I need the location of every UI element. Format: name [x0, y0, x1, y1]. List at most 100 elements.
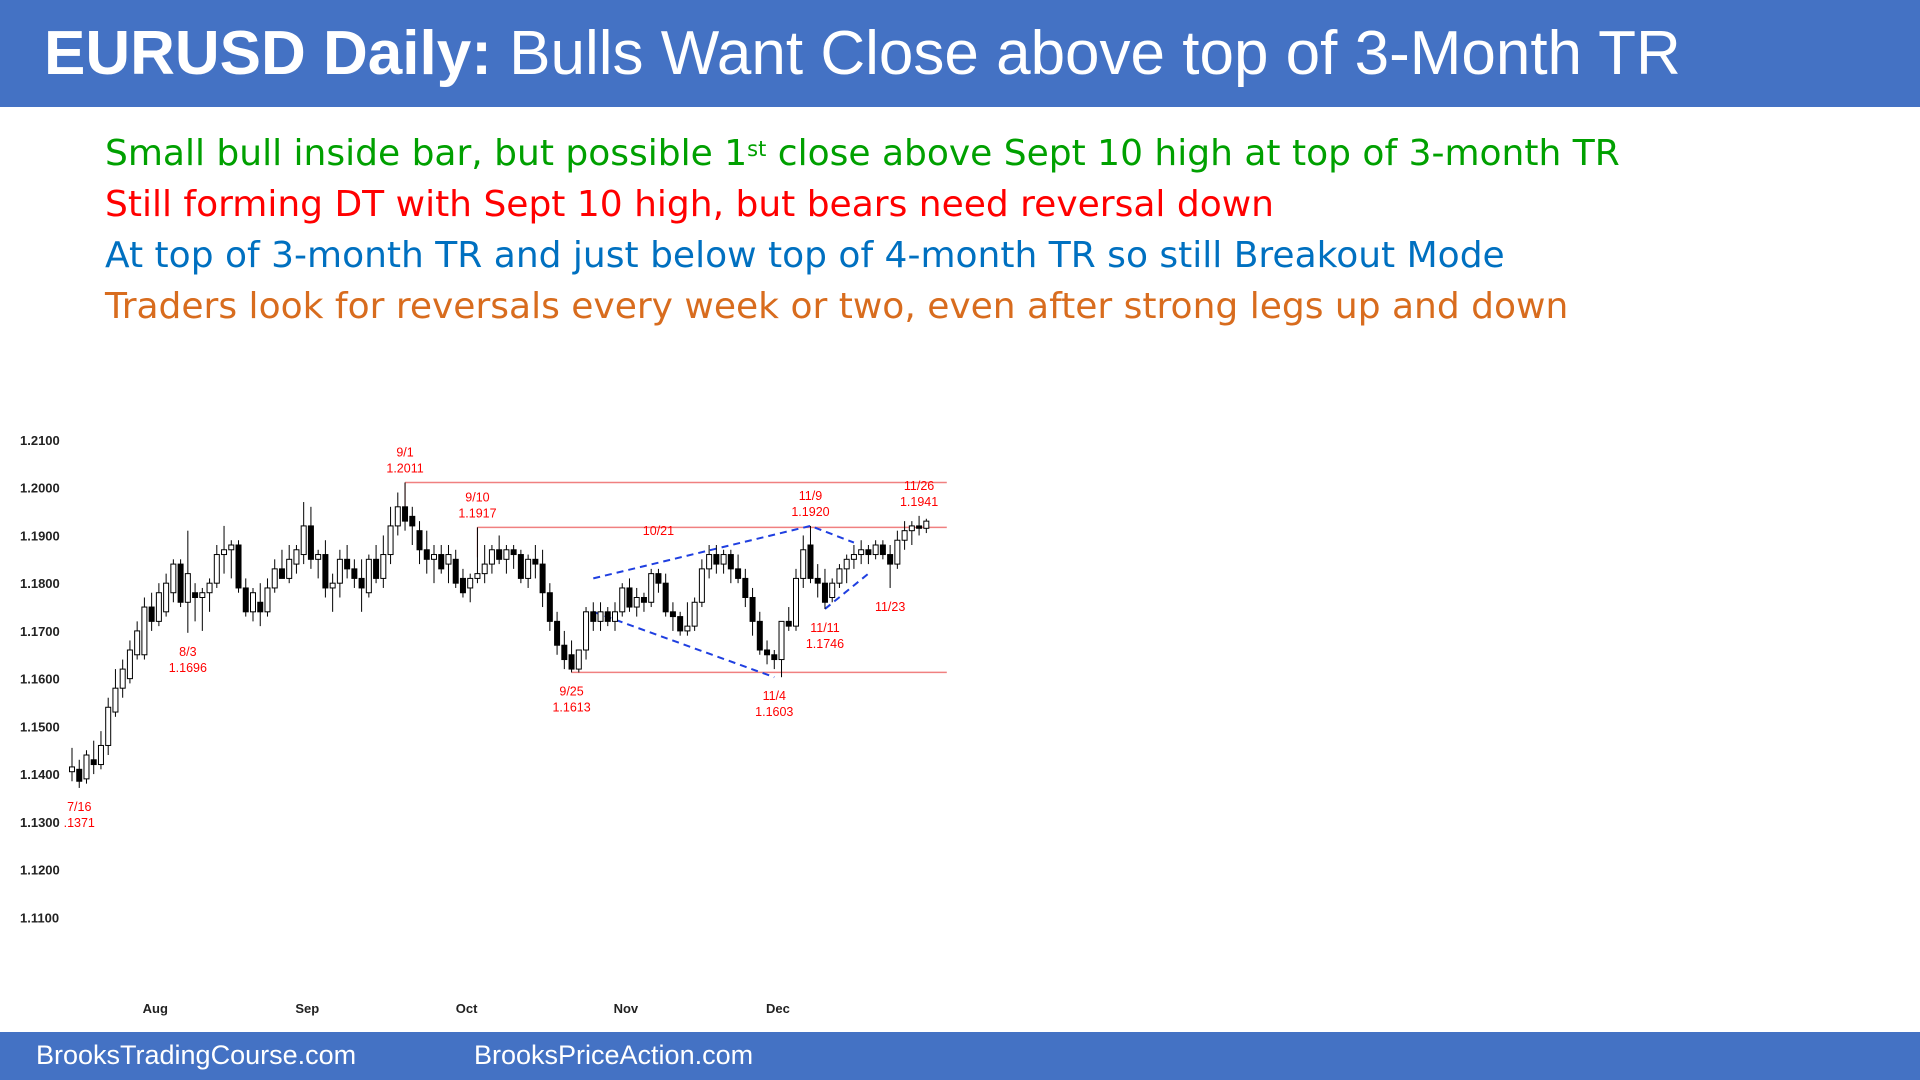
x-tick-label: Aug — [143, 1001, 168, 1016]
candle — [300, 502, 307, 565]
candle — [105, 697, 112, 755]
candle-body — [206, 582, 213, 594]
candle — [901, 521, 908, 550]
candle — [836, 564, 843, 588]
candle-body — [416, 530, 423, 551]
candle — [684, 602, 691, 636]
candle — [452, 549, 459, 588]
candle — [228, 540, 235, 579]
annotation-date: 11/26 — [904, 479, 934, 493]
candle-body — [105, 706, 112, 746]
candle-body — [619, 587, 626, 613]
candle — [778, 620, 785, 678]
y-tick-label: 1.1200 — [20, 863, 60, 878]
candle-body — [525, 558, 532, 579]
candle — [532, 545, 539, 579]
candle — [908, 521, 915, 545]
candle-body — [887, 554, 894, 565]
candle — [619, 583, 626, 617]
title-headline: Bulls Want Close above top of 3-Month TR — [509, 19, 1681, 88]
candle — [742, 568, 749, 608]
candle-body — [756, 620, 763, 651]
candle — [213, 545, 220, 588]
candle — [380, 535, 387, 588]
candle — [843, 554, 850, 584]
candle — [387, 506, 394, 565]
candle — [184, 530, 191, 633]
candle-body — [459, 577, 466, 594]
candle-body — [713, 554, 720, 565]
candle-body — [278, 568, 285, 579]
candle-body — [97, 744, 104, 766]
candle-body — [879, 544, 886, 556]
candle — [916, 515, 923, 536]
x-tick-label: Oct — [456, 1001, 478, 1016]
candle — [336, 549, 343, 598]
candle — [604, 607, 611, 627]
candle — [648, 568, 655, 608]
candle-body — [69, 766, 75, 773]
candle — [691, 597, 698, 631]
candle-body — [438, 554, 445, 570]
candle — [764, 640, 771, 665]
title-symbol: EURUSD Daily: — [44, 19, 492, 88]
candle — [640, 592, 647, 612]
candle-body — [568, 654, 575, 670]
candle-body — [720, 554, 727, 565]
candle — [315, 549, 322, 579]
candle — [568, 640, 575, 673]
candle-body — [742, 577, 749, 598]
candle — [474, 527, 481, 584]
title-bar: EURUSD Daily: Bulls Want Close above top… — [0, 0, 1920, 107]
annotation-date: 9/1 — [396, 445, 413, 459]
candle-body — [213, 554, 220, 584]
candlestick-chart: 1.2100 1.2000 1.1900 1.1800 1.1700 1.1600 1.15… — [20, 433, 947, 1016]
footer-link-course[interactable]: BrooksTradingCourse.com — [36, 1040, 357, 1070]
page-title: EURUSD Daily: Bulls Want Close above top… — [44, 18, 1681, 90]
candle — [467, 573, 474, 603]
candle — [329, 573, 336, 612]
annotation-date: 9/10 — [465, 490, 489, 504]
candle — [119, 659, 126, 698]
candle — [894, 530, 901, 569]
commentary-line-3: At top of 3-month TR and just below top … — [105, 235, 1505, 276]
candle-body — [141, 606, 148, 656]
candle — [727, 549, 734, 584]
candle — [141, 597, 148, 660]
candle — [423, 530, 430, 574]
candle-body — [373, 558, 380, 579]
candle-body — [590, 611, 597, 622]
candle — [199, 587, 206, 631]
candle — [655, 568, 662, 593]
candle — [257, 583, 264, 627]
candle-body — [662, 582, 669, 613]
x-tick-label: Sep — [295, 1001, 319, 1016]
candle-body — [148, 606, 155, 622]
annotation-price: 1.1613 — [552, 700, 590, 714]
candle — [662, 573, 669, 617]
candle-body — [76, 768, 83, 782]
candle — [583, 607, 590, 660]
candle — [626, 578, 633, 612]
candle — [771, 650, 778, 670]
annotation-date: 11/4 — [763, 689, 786, 703]
candle-body — [293, 549, 300, 565]
annotation-date: 11/11 — [810, 621, 839, 635]
footer-link-priceaction[interactable]: BrooksPriceAction.com — [474, 1040, 754, 1070]
candle — [597, 602, 604, 631]
candle — [394, 492, 401, 536]
candle — [858, 540, 865, 565]
y-tick-label: 1.1800 — [20, 576, 60, 591]
candle-body — [380, 554, 387, 579]
candle-body — [684, 625, 691, 632]
candle-body — [134, 630, 141, 656]
triangle-line — [592, 610, 775, 679]
candle-body — [119, 668, 126, 689]
candle-body — [155, 592, 162, 622]
triangle-line — [824, 572, 870, 610]
candle — [720, 549, 727, 574]
candle-body — [199, 592, 206, 599]
candle-body — [170, 563, 177, 594]
candle — [872, 540, 879, 560]
candle — [90, 740, 97, 775]
